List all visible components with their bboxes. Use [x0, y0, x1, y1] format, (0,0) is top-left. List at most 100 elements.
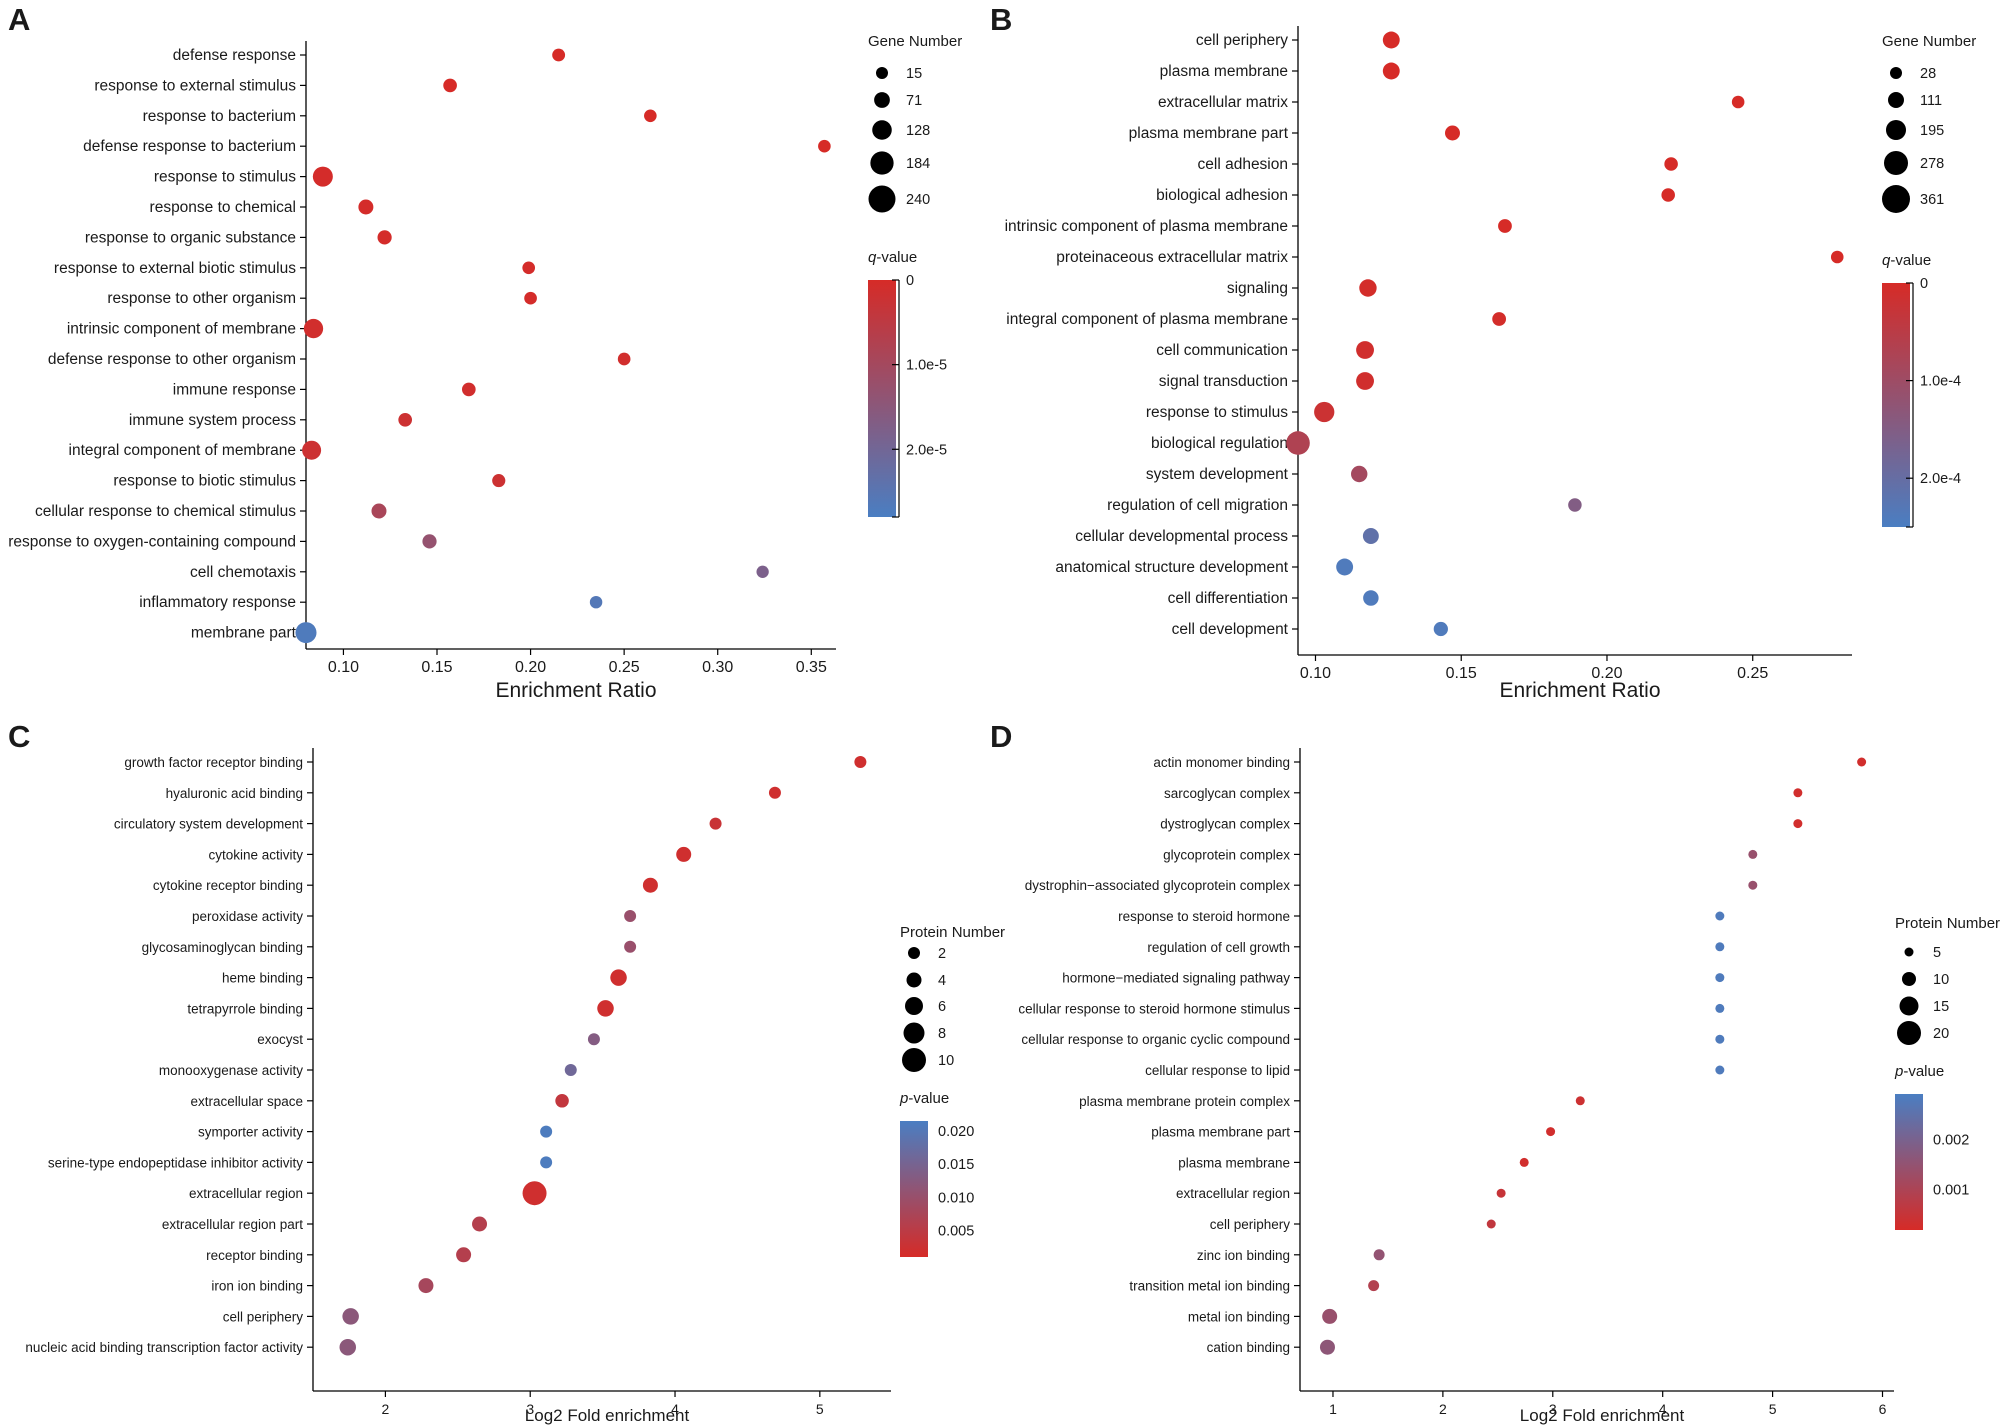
data-point-d — [1715, 911, 1725, 921]
x-tick-label-d: 3 — [1549, 1401, 1557, 1417]
size-legend-dot-b — [1888, 92, 1904, 108]
size-legend-dot-d — [1904, 947, 1914, 957]
data-point-b — [1286, 431, 1310, 455]
category-label-b: biological regulation — [1151, 435, 1288, 452]
x-tick-label-a: 0.20 — [515, 659, 546, 676]
color-legend-label-d: 0.002 — [1933, 1132, 1969, 1148]
category-label-b: regulation of cell migration — [1107, 497, 1288, 514]
size-legend-dot-a — [876, 67, 888, 79]
size-legend-dot-a — [870, 151, 894, 175]
category-label-d: zinc ion binding — [1197, 1248, 1290, 1263]
x-tick-label-d: 4 — [1659, 1401, 1667, 1417]
size-legend-label-b: 278 — [1920, 156, 1944, 172]
x-tick-label-a: 0.30 — [702, 659, 733, 676]
data-point-c — [676, 846, 692, 862]
category-label-d: actin monomer binding — [1153, 755, 1290, 770]
size-legend-label-d: 15 — [1933, 999, 1949, 1015]
color-legend-title-prefix: q — [868, 249, 877, 266]
x-tick-label-d: 1 — [1329, 1401, 1337, 1417]
category-label-d: plasma membrane — [1178, 1155, 1290, 1170]
size-legend-dot-d — [1902, 972, 1916, 986]
data-point-b — [1498, 219, 1512, 233]
data-point-a — [617, 352, 631, 366]
data-point-d — [1715, 1034, 1725, 1044]
category-label-d: extracellular region — [1176, 1186, 1290, 1201]
panel-letter-c: C — [8, 719, 30, 754]
category-label-d: cellular response to steroid hormone sti… — [1018, 1001, 1290, 1016]
x-tick-label-b: 0.25 — [1737, 665, 1768, 682]
size-legend-dot-c — [903, 1022, 925, 1044]
data-point-d — [1715, 973, 1725, 983]
color-legend-title-c: p-value — [899, 1090, 949, 1107]
category-label-a: membrane part — [191, 625, 297, 642]
size-legend-label-b: 111 — [1920, 93, 1942, 109]
category-label-d: cation binding — [1207, 1340, 1290, 1355]
color-legend-title-prefix: p — [899, 1090, 908, 1107]
x-tick-label-c: 5 — [816, 1401, 824, 1417]
color-legend-label-c: 0.010 — [938, 1190, 974, 1206]
size-legend-dot-a — [874, 92, 890, 108]
size-legend-label-d: 10 — [1933, 972, 1949, 988]
data-point-b — [1362, 528, 1379, 544]
category-label-b: biological adhesion — [1156, 187, 1288, 204]
size-legend-label-a: 128 — [906, 123, 930, 139]
data-point-b — [1568, 498, 1582, 512]
category-label-a: response to other organism — [107, 290, 296, 307]
size-legend-title-b: Gene Number — [1882, 33, 1976, 50]
category-label-c: extracellular region — [189, 1186, 303, 1201]
category-label-c: symporter activity — [198, 1125, 303, 1140]
color-legend-label-c: 0.015 — [938, 1157, 974, 1173]
size-legend-dot-d — [1899, 996, 1919, 1016]
x-tick-label-b: 0.20 — [1591, 665, 1622, 682]
category-label-d: cell periphery — [1210, 1217, 1291, 1232]
category-label-c: receptor binding — [206, 1248, 303, 1263]
data-point-d — [1368, 1280, 1380, 1292]
color-legend-title-a: q-value — [868, 249, 917, 266]
data-point-d — [1373, 1249, 1385, 1261]
category-label-d: response to steroid hormone — [1118, 909, 1290, 924]
data-point-a — [756, 565, 769, 578]
color-legend-label-b: 1.0e-4 — [1920, 374, 1961, 390]
size-legend-dot-b — [1890, 67, 1902, 79]
category-label-b: intrinsic component of plasma membrane — [1005, 218, 1288, 235]
color-legend-label-c: 0.020 — [938, 1124, 974, 1140]
category-label-c: peroxidase activity — [192, 909, 303, 924]
category-label-d: hormone−mediated signaling pathway — [1062, 971, 1290, 986]
category-label-b: cell development — [1172, 621, 1289, 638]
size-legend-label-c: 4 — [938, 973, 946, 989]
x-tick-label-c: 2 — [382, 1401, 390, 1417]
data-point-c — [342, 1308, 359, 1325]
data-point-a — [398, 412, 413, 427]
size-legend-label-c: 6 — [938, 999, 946, 1015]
category-label-c: extracellular region part — [162, 1217, 303, 1232]
category-label-c: cytokine activity — [208, 847, 303, 862]
data-point-b — [1382, 62, 1400, 80]
color-legend-title-prefix: q — [1882, 252, 1891, 269]
category-label-b: integral component of plasma membrane — [1006, 311, 1288, 328]
category-label-c: cytokine receptor binding — [153, 878, 303, 893]
data-point-d — [1793, 819, 1803, 829]
data-point-b — [1336, 558, 1354, 576]
category-label-a: response to organic substance — [85, 229, 296, 246]
category-label-c: nucleic acid binding transcription facto… — [25, 1340, 303, 1355]
size-legend-dot-a — [868, 185, 896, 213]
category-label-b: system development — [1146, 466, 1289, 483]
data-point-c — [456, 1247, 472, 1263]
data-point-d — [1793, 788, 1803, 798]
category-label-b: cellular developmental process — [1075, 528, 1288, 545]
category-label-a: defense response to other organism — [48, 351, 296, 368]
category-label-b: response to stimulus — [1146, 404, 1288, 421]
color-legend-label-b: 0 — [1920, 276, 1928, 292]
size-legend-label-d: 5 — [1933, 945, 1941, 961]
data-point-c — [564, 1064, 577, 1076]
color-legend-bar-b — [1882, 283, 1910, 527]
category-label-c: circulatory system development — [114, 817, 303, 832]
data-point-c — [768, 786, 781, 799]
data-point-a — [589, 595, 603, 609]
data-point-c — [854, 756, 867, 768]
data-point-b — [1433, 621, 1448, 637]
size-legend-dot-d — [1897, 1021, 1921, 1045]
